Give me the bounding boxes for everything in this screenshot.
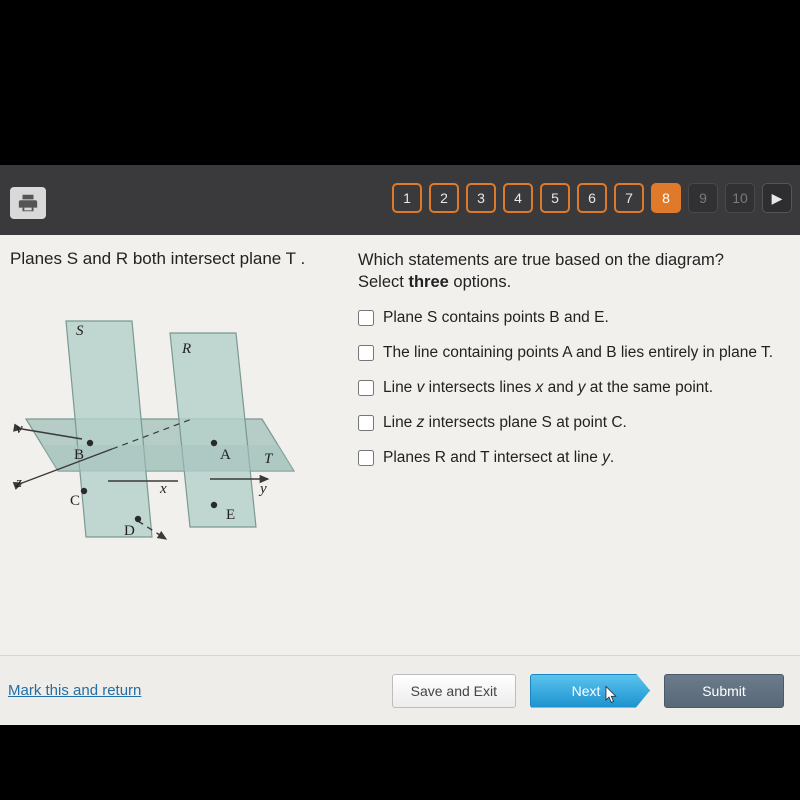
option-4[interactable]: Line z intersects plane S at point C. <box>358 413 782 433</box>
option-checkbox-1[interactable] <box>358 310 374 326</box>
svg-text:z: z <box>15 475 22 491</box>
next-button[interactable]: Next <box>530 674 650 708</box>
footer-buttons: Save and Exit Next Submit <box>392 674 784 708</box>
prompt-line-2b: options. <box>449 273 511 291</box>
save-and-exit-button[interactable]: Save and Exit <box>392 674 516 708</box>
question-right: Which statements are true based on the d… <box>352 235 800 655</box>
prompt-bold: three <box>408 273 448 291</box>
qnav-item-3[interactable]: 3 <box>466 183 496 213</box>
qnav-item-5[interactable]: 5 <box>540 183 570 213</box>
qnav-item-▶[interactable]: ▶ <box>762 183 792 213</box>
qnav-item-1[interactable]: 1 <box>392 183 422 213</box>
cursor-icon <box>603 683 621 705</box>
question-stem: Planes S and R both intersect plane T . <box>4 249 340 269</box>
option-3[interactable]: Line v intersects lines x and y at the s… <box>358 378 782 398</box>
option-text-2: The line containing points A and B lies … <box>383 343 782 363</box>
option-checkbox-2[interactable] <box>358 345 374 361</box>
option-text-3: Line v intersects lines x and y at the s… <box>383 378 782 398</box>
svg-text:y: y <box>258 481 267 497</box>
qnav-item-10: 10 <box>725 183 755 213</box>
question-left: Planes S and R both intersect plane T . … <box>0 235 352 655</box>
svg-text:R: R <box>181 341 191 357</box>
option-text-4: Line z intersects plane S at point C. <box>383 413 782 433</box>
qnav-item-6[interactable]: 6 <box>577 183 607 213</box>
qnav-item-4[interactable]: 4 <box>503 183 533 213</box>
svg-text:x: x <box>159 481 167 497</box>
option-text-1: Plane S contains points B and E. <box>383 308 782 328</box>
options-list: Plane S contains points B and E. The line… <box>358 308 782 469</box>
svg-text:E: E <box>226 507 235 523</box>
qnav-item-9: 9 <box>688 183 718 213</box>
option-checkbox-5[interactable] <box>358 450 374 466</box>
print-button[interactable] <box>10 187 46 219</box>
print-icon <box>17 192 39 214</box>
svg-text:A: A <box>220 447 231 463</box>
qnav-item-7[interactable]: 7 <box>614 183 644 213</box>
option-text-5: Planes R and T intersect at line y. <box>383 448 782 468</box>
svg-text:D: D <box>124 523 135 539</box>
qnav-item-2[interactable]: 2 <box>429 183 459 213</box>
qnav-item-8[interactable]: 8 <box>651 183 681 213</box>
diagram-container: ABCDESRTvxyz <box>4 281 340 643</box>
option-2[interactable]: The line containing points A and B lies … <box>358 343 782 363</box>
option-1[interactable]: Plane S contains points B and E. <box>358 308 782 328</box>
mark-and-return-link[interactable]: Mark this and return <box>8 682 141 699</box>
option-5[interactable]: Planes R and T intersect at line y. <box>358 448 782 468</box>
content-area: Planes S and R both intersect plane T . … <box>0 235 800 655</box>
question-prompt: Which statements are true based on the d… <box>358 249 782 294</box>
prompt-line-1: Which statements are true based on the d… <box>358 251 724 269</box>
toolbar: 12345678910▶ <box>0 165 800 235</box>
app-window: 12345678910▶ Planes S and R both interse… <box>0 165 800 725</box>
option-checkbox-4[interactable] <box>358 415 374 431</box>
svg-text:B: B <box>74 447 84 463</box>
svg-text:C: C <box>70 493 80 509</box>
next-label: Next <box>572 683 601 699</box>
submit-button[interactable]: Submit <box>664 674 784 708</box>
planes-diagram: ABCDESRTvxyz <box>4 291 304 561</box>
option-checkbox-3[interactable] <box>358 380 374 396</box>
svg-text:v: v <box>16 421 23 437</box>
question-nav: 12345678910▶ <box>392 183 800 213</box>
footer: Mark this and return Save and Exit Next … <box>0 655 800 725</box>
prompt-line-2a: Select <box>358 273 408 291</box>
svg-text:S: S <box>76 323 84 339</box>
